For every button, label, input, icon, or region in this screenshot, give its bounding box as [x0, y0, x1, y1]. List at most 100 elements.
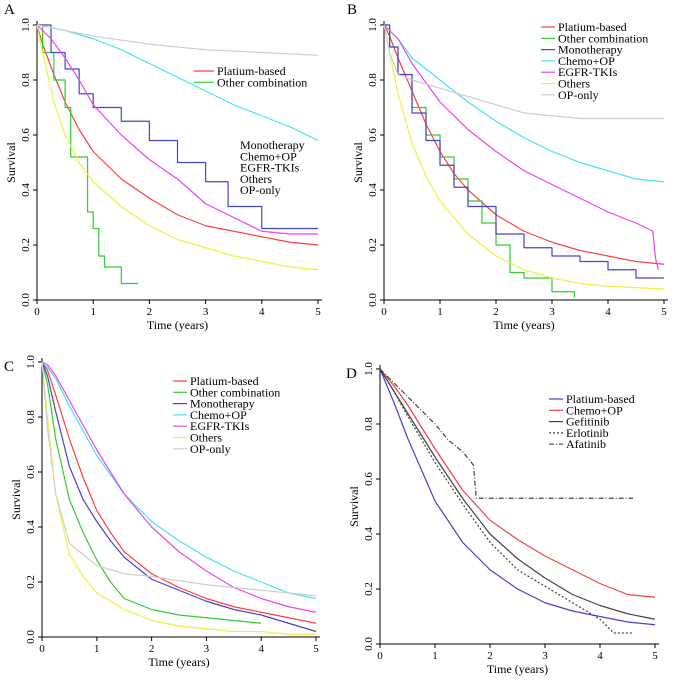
y-tick-label: 0.0 — [25, 630, 37, 644]
legend-entry: Other combination — [190, 385, 280, 399]
y-tick-label: 1.0 — [363, 362, 375, 376]
x-tick-label: 5 — [661, 306, 667, 318]
x-tick-label: 4 — [258, 643, 264, 655]
legend-entry: Others — [240, 172, 272, 186]
x-tick-label: 5 — [315, 306, 321, 318]
legend-entry: Erlotinib — [566, 426, 609, 440]
x-tick-label: 3 — [204, 643, 210, 655]
y-tick-label: 0.4 — [20, 183, 32, 197]
y-axis-label: Survival — [4, 142, 18, 183]
x-tick-label: 3 — [542, 650, 548, 662]
legend-entry: Others — [190, 431, 222, 445]
panel-label: A — [4, 2, 15, 18]
x-tick-label: 5 — [313, 643, 319, 655]
x-axis-label: Time (years) — [147, 318, 208, 332]
series-line-chemo-op — [383, 24, 665, 183]
series-line-monotherapy — [37, 24, 318, 230]
y-axis-label: Survival — [351, 142, 365, 183]
y-tick-label: 1.0 — [25, 355, 37, 369]
series-line-chemo-op — [379, 368, 656, 598]
panel-a: A 0 1 2 3 4 5 0.0 0.2 0.4 0.6 0.8 1.0 Time (years) Sur… — [4, 2, 322, 332]
series-line-others — [36, 24, 319, 271]
legend-entry: Other combination — [558, 31, 648, 45]
panel-label: D — [346, 366, 357, 382]
x-tick-label: 3 — [203, 306, 209, 318]
y-tick-label: 0.6 — [25, 465, 37, 479]
y-tick-label: 0.6 — [20, 128, 32, 142]
legend-entry: Chemo+OP — [190, 408, 247, 422]
series-line-op-only — [383, 24, 664, 120]
series-line-erlotinib — [379, 368, 633, 634]
y-tick-label: 0.0 — [367, 293, 379, 307]
series-line-gefitinib — [379, 368, 656, 620]
legend-entry: OP-only — [190, 442, 231, 456]
series-line-platium-based — [36, 24, 319, 246]
y-tick-label: 0.8 — [25, 410, 37, 424]
series-line-other-combination — [37, 24, 139, 285]
x-tick-label: 0 — [377, 650, 383, 662]
y-tick-label: 0.0 — [363, 637, 375, 651]
x-axis-label: Time (years) — [487, 662, 548, 676]
legend-entry: Platium-based — [566, 392, 635, 406]
x-tick-label: 2 — [149, 643, 155, 655]
legend-entry: Platium-based — [558, 20, 627, 34]
y-axis-label: Survival — [9, 479, 23, 520]
series-line-monotherapy — [41, 361, 317, 633]
series-line-op-only — [36, 24, 319, 56]
x-tick-label: 5 — [652, 650, 658, 662]
legend-entry: Monotherapy — [240, 138, 305, 152]
panel-label: B — [347, 2, 357, 18]
legend-entry: Gefitinib — [566, 415, 609, 429]
x-tick-label: 2 — [487, 650, 493, 662]
y-tick-label: 0.2 — [367, 238, 379, 252]
y-tick-label: 0.4 — [363, 527, 375, 541]
y-tick-label: 0.4 — [367, 183, 379, 197]
x-tick-label: 1 — [432, 650, 438, 662]
series-line-chemo-op — [41, 361, 317, 600]
y-tick-label: 1.0 — [20, 18, 32, 32]
x-tick-label: 0 — [34, 306, 40, 318]
legend-entry: EGFR-TKIs — [558, 65, 618, 79]
y-tick-label: 1.0 — [367, 18, 379, 32]
y-tick-label: 0.4 — [25, 520, 37, 534]
series-line-platium-based — [379, 368, 656, 626]
x-tick-label: 4 — [259, 306, 265, 318]
legend-entry: Platium-based — [217, 64, 286, 78]
series-line-chemo-op — [36, 24, 319, 142]
y-tick-label: 0.8 — [20, 73, 32, 87]
x-tick-label: 1 — [90, 306, 96, 318]
series-line-egfr-tkis — [36, 24, 318, 235]
y-tick-label: 0.2 — [20, 238, 32, 252]
legend-entry: EGFR-TKIs — [190, 419, 250, 433]
panel-b: B 0 1 2 3 4 5 0.0 0.2 0.4 0.6 0.8 1.0 Time (years) Sur… — [347, 2, 668, 332]
y-tick-label: 0.6 — [367, 128, 379, 142]
legend-entry: Other combination — [217, 75, 307, 89]
x-tick-label: 3 — [549, 306, 555, 318]
series-line-op-only — [41, 361, 317, 597]
x-tick-label: 4 — [605, 306, 611, 318]
panel-label: C — [4, 359, 14, 375]
y-tick-label: 0.8 — [367, 73, 379, 87]
legend-entry: Afatinib — [566, 437, 606, 451]
legend-entry: Platium-based — [190, 374, 259, 388]
x-tick-label: 1 — [94, 643, 100, 655]
series-line-egfr-tkis — [41, 361, 317, 613]
legend-entry: Others — [558, 77, 590, 91]
y-tick-label: 0.2 — [363, 582, 375, 596]
x-tick-label: 2 — [493, 306, 499, 318]
legend-entry: Monotherapy — [190, 397, 255, 411]
legend-entry: Chemo+OP — [566, 403, 623, 417]
legend-entry: Monotherapy — [558, 43, 623, 57]
series-line-others — [383, 24, 665, 290]
y-tick-label: 0.0 — [20, 293, 32, 307]
legend-entry: OP-only — [240, 183, 281, 197]
panel-c: C 0 1 2 3 4 5 0.0 0.2 0.4 0.6 0.8 1.0 Time (years) Sur… — [4, 355, 320, 669]
legend-entry: EGFR-TKIs — [240, 161, 300, 175]
y-axis-label: Survival — [347, 486, 361, 527]
series-line-other-combination — [41, 361, 262, 624]
series-line-platium-based — [41, 361, 317, 624]
panel-d: D 0 1 2 3 4 5 0.0 0.2 0.4 0.6 0.8 1.0 Time (years) Sur… — [346, 362, 659, 676]
y-tick-label: 0.8 — [363, 417, 375, 431]
y-tick-label: 0.6 — [363, 472, 375, 486]
